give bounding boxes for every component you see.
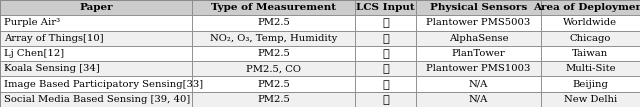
Bar — [416, 61, 541, 76]
Bar — [541, 0, 640, 15]
Text: Physical Sensors: Physical Sensors — [430, 3, 527, 12]
Bar — [0, 92, 192, 107]
Text: Array of Things[10]: Array of Things[10] — [4, 34, 104, 43]
Bar — [416, 15, 541, 31]
Bar — [192, 0, 355, 15]
Text: ✓: ✓ — [382, 63, 389, 74]
Text: Koala Sensing [34]: Koala Sensing [34] — [4, 64, 100, 73]
Bar — [416, 0, 541, 15]
Text: Image Based Participatory Sensing[33]: Image Based Participatory Sensing[33] — [4, 80, 203, 89]
Bar — [355, 92, 416, 107]
Bar — [416, 31, 541, 46]
Text: ✓: ✓ — [382, 48, 389, 59]
Text: Plantower PMS5003: Plantower PMS5003 — [426, 18, 531, 27]
Bar — [0, 61, 192, 76]
Bar — [0, 76, 192, 92]
Bar — [192, 46, 355, 61]
Bar — [0, 46, 192, 61]
Text: ✗: ✗ — [382, 79, 389, 90]
Text: Social Media Based Sensing [39, 40]: Social Media Based Sensing [39, 40] — [4, 95, 190, 104]
Bar — [192, 61, 355, 76]
Text: PM2.5: PM2.5 — [257, 95, 290, 104]
Bar — [355, 61, 416, 76]
Text: Paper: Paper — [79, 3, 113, 12]
Text: PM2.5: PM2.5 — [257, 49, 290, 58]
Text: ✓: ✓ — [382, 33, 389, 44]
Text: PlanTower: PlanTower — [452, 49, 505, 58]
Bar — [541, 15, 640, 31]
Bar — [192, 15, 355, 31]
Text: PM2.5: PM2.5 — [257, 18, 290, 27]
Bar — [355, 15, 416, 31]
Text: Beijing: Beijing — [572, 80, 609, 89]
Text: Purple Air³: Purple Air³ — [4, 18, 60, 27]
Text: PM2.5: PM2.5 — [257, 80, 290, 89]
Text: AlphaSense: AlphaSense — [449, 34, 508, 43]
Text: LCS Input: LCS Input — [356, 3, 415, 12]
Bar — [541, 92, 640, 107]
Bar — [192, 92, 355, 107]
Bar — [355, 0, 416, 15]
Bar — [355, 31, 416, 46]
Text: N/A: N/A — [468, 80, 488, 89]
Bar — [416, 76, 541, 92]
Bar — [541, 61, 640, 76]
Bar — [192, 31, 355, 46]
Text: Area of Deployment: Area of Deployment — [533, 3, 640, 12]
Text: ✗: ✗ — [382, 94, 389, 105]
Text: NO₂, O₃, Temp, Humidity: NO₂, O₃, Temp, Humidity — [210, 34, 337, 43]
Bar — [355, 46, 416, 61]
Text: New Delhi: New Delhi — [564, 95, 617, 104]
Bar — [355, 76, 416, 92]
Text: Taiwan: Taiwan — [572, 49, 609, 58]
Bar — [416, 46, 541, 61]
Text: Plantower PMS1003: Plantower PMS1003 — [426, 64, 531, 73]
Text: Lj Chen[12]: Lj Chen[12] — [4, 49, 64, 58]
Bar — [416, 92, 541, 107]
Text: Chicago: Chicago — [570, 34, 611, 43]
Bar — [192, 76, 355, 92]
Text: ✓: ✓ — [382, 17, 389, 28]
Bar — [0, 0, 192, 15]
Bar — [541, 46, 640, 61]
Text: N/A: N/A — [468, 95, 488, 104]
Text: Type of Measurement: Type of Measurement — [211, 3, 336, 12]
Text: Worldwide: Worldwide — [563, 18, 618, 27]
Text: Multi-Site: Multi-Site — [565, 64, 616, 73]
Text: PM2.5, CO: PM2.5, CO — [246, 64, 301, 73]
Bar — [541, 31, 640, 46]
Bar — [0, 31, 192, 46]
Bar — [541, 76, 640, 92]
Bar — [0, 15, 192, 31]
